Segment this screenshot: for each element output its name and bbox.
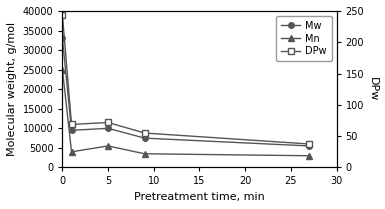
Line: DPw: DPw bbox=[60, 12, 312, 147]
Line: Mw: Mw bbox=[60, 36, 312, 149]
Mn bbox=[69, 150, 74, 153]
DPw bbox=[60, 14, 65, 16]
Line: Mn: Mn bbox=[60, 67, 312, 158]
Mw bbox=[106, 127, 110, 130]
DPw bbox=[69, 123, 74, 126]
Mw bbox=[307, 145, 311, 147]
Mn bbox=[307, 154, 311, 157]
Legend: Mw, Mn, DPw: Mw, Mn, DPw bbox=[276, 16, 331, 61]
Mw bbox=[142, 137, 147, 139]
Mn bbox=[142, 153, 147, 155]
X-axis label: Pretreatment time, min: Pretreatment time, min bbox=[134, 192, 265, 202]
Mn bbox=[106, 145, 110, 147]
Mw bbox=[60, 37, 65, 40]
DPw bbox=[142, 132, 147, 134]
Mn bbox=[60, 68, 65, 71]
DPw bbox=[106, 121, 110, 124]
Mw bbox=[69, 129, 74, 131]
Y-axis label: Molecular weight, g/mol: Molecular weight, g/mol bbox=[7, 22, 17, 156]
DPw bbox=[307, 143, 311, 145]
Y-axis label: DPw: DPw bbox=[368, 77, 378, 101]
